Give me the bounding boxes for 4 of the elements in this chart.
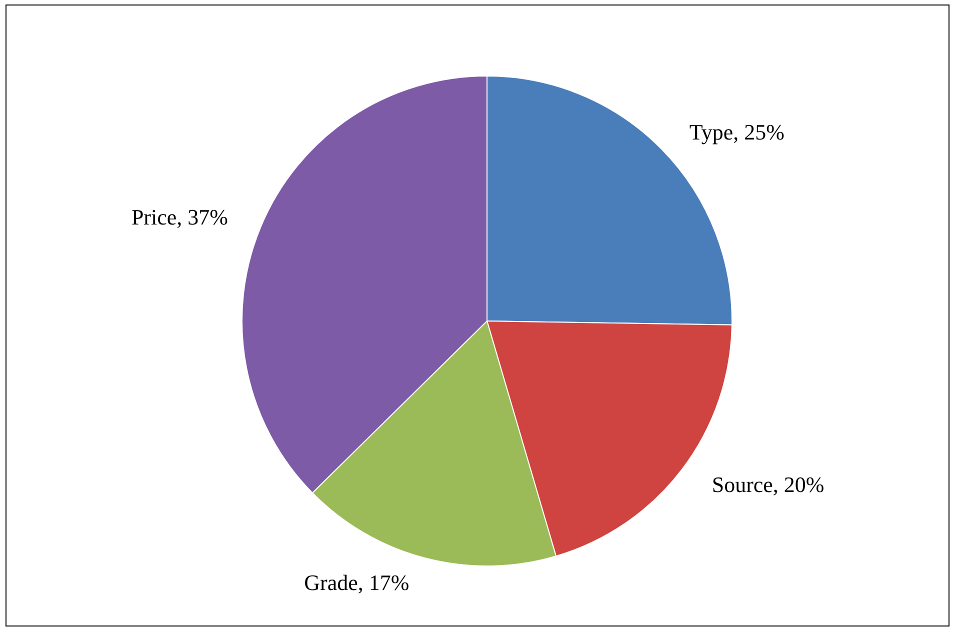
slice-label: Source, 20% (712, 472, 824, 498)
slice-label: Price, 37% (131, 204, 228, 230)
slice-label: Grade, 17% (304, 570, 410, 596)
slice-label: Type, 25% (689, 119, 784, 144)
